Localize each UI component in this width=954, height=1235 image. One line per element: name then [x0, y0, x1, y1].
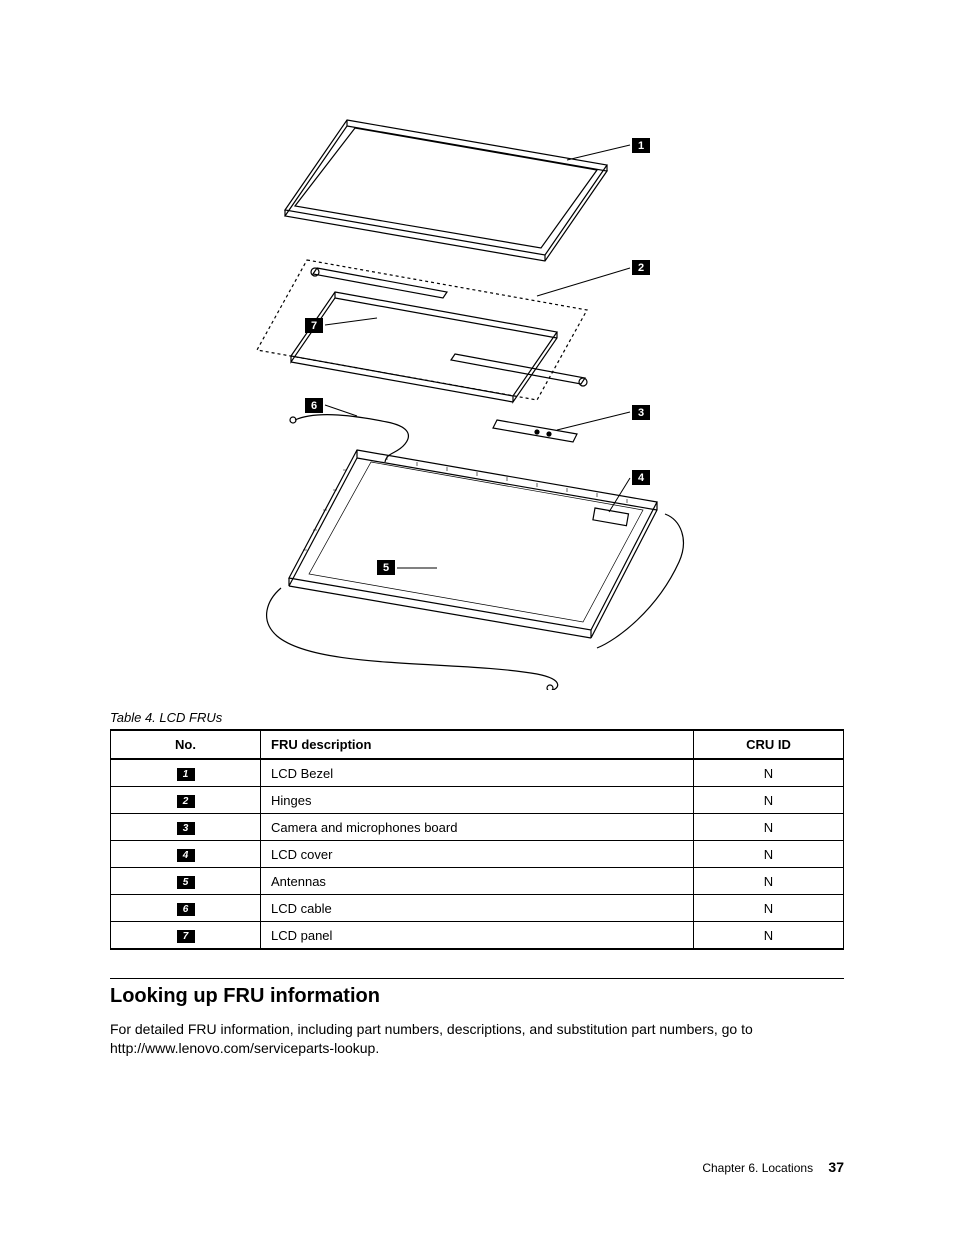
exploded-diagram: 1 2 7 6 3 4 5 [237, 100, 717, 690]
row-number-badge: 6 [177, 903, 195, 916]
diagram-callout-3: 3 [632, 405, 650, 420]
cell-no: 5 [111, 868, 261, 895]
cell-desc: LCD cover [261, 841, 694, 868]
cell-desc: Hinges [261, 787, 694, 814]
part-lcd-cable [290, 415, 408, 462]
table-row: 5 AntennasN [111, 868, 844, 895]
section-paragraph: For detailed FRU information, including … [110, 1020, 844, 1058]
diagram-callout-1: 1 [632, 138, 650, 153]
cell-cru: N [694, 759, 844, 787]
diagram-callout-5: 5 [377, 560, 395, 575]
table-row: 1 LCD BezelN [111, 759, 844, 787]
part-lcd-cover [289, 450, 657, 638]
row-number-badge: 7 [177, 930, 195, 943]
cell-no: 1 [111, 759, 261, 787]
section-heading: Looking up FRU information [110, 985, 844, 1008]
row-number-badge: 5 [177, 876, 195, 889]
cell-desc: Antennas [261, 868, 694, 895]
cell-desc: LCD Bezel [261, 759, 694, 787]
cell-cru: N [694, 868, 844, 895]
row-number-badge: 2 [177, 795, 195, 808]
section-rule [110, 978, 844, 979]
table-row: 3 Camera and microphones boardN [111, 814, 844, 841]
col-header-desc: FRU description [261, 730, 694, 759]
table-row: 6 LCD cableN [111, 895, 844, 922]
table-row: 2 HingesN [111, 787, 844, 814]
part-lcd-panel [291, 292, 557, 402]
footer-chapter: Chapter 6. Locations [702, 1161, 813, 1175]
cell-cru: N [694, 895, 844, 922]
diagram-callout-2: 2 [632, 260, 650, 275]
row-number-badge: 4 [177, 849, 195, 862]
footer-page-number: 37 [828, 1159, 844, 1175]
row-number-badge: 1 [177, 768, 195, 781]
table-caption: Table 4. LCD FRUs [110, 710, 844, 725]
diagram-svg [237, 100, 717, 690]
cell-cru: N [694, 841, 844, 868]
cell-desc: LCD panel [261, 922, 694, 950]
cell-cru: N [694, 922, 844, 950]
table-row: 7 LCD panelN [111, 922, 844, 950]
part-camera-board [493, 420, 577, 442]
part-lcd-bezel [285, 120, 607, 261]
cell-cru: N [694, 787, 844, 814]
col-header-no: No. [111, 730, 261, 759]
table-row: 4 LCD coverN [111, 841, 844, 868]
cell-no: 2 [111, 787, 261, 814]
col-header-cru: CRU ID [694, 730, 844, 759]
part-antennas [267, 514, 684, 690]
row-number-badge: 3 [177, 822, 195, 835]
fru-table: No. FRU description CRU ID 1LCD BezelN2H… [110, 729, 844, 950]
diagram-callout-4: 4 [632, 470, 650, 485]
diagram-callout-6: 6 [305, 398, 323, 413]
cell-no: 6 [111, 895, 261, 922]
diagram-callout-7: 7 [305, 318, 323, 333]
cell-no: 3 [111, 814, 261, 841]
cell-desc: Camera and microphones board [261, 814, 694, 841]
cell-desc: LCD cable [261, 895, 694, 922]
table-header-row: No. FRU description CRU ID [111, 730, 844, 759]
cell-no: 7 [111, 922, 261, 950]
cell-no: 4 [111, 841, 261, 868]
page-footer: Chapter 6. Locations 37 [702, 1159, 844, 1175]
cell-cru: N [694, 814, 844, 841]
